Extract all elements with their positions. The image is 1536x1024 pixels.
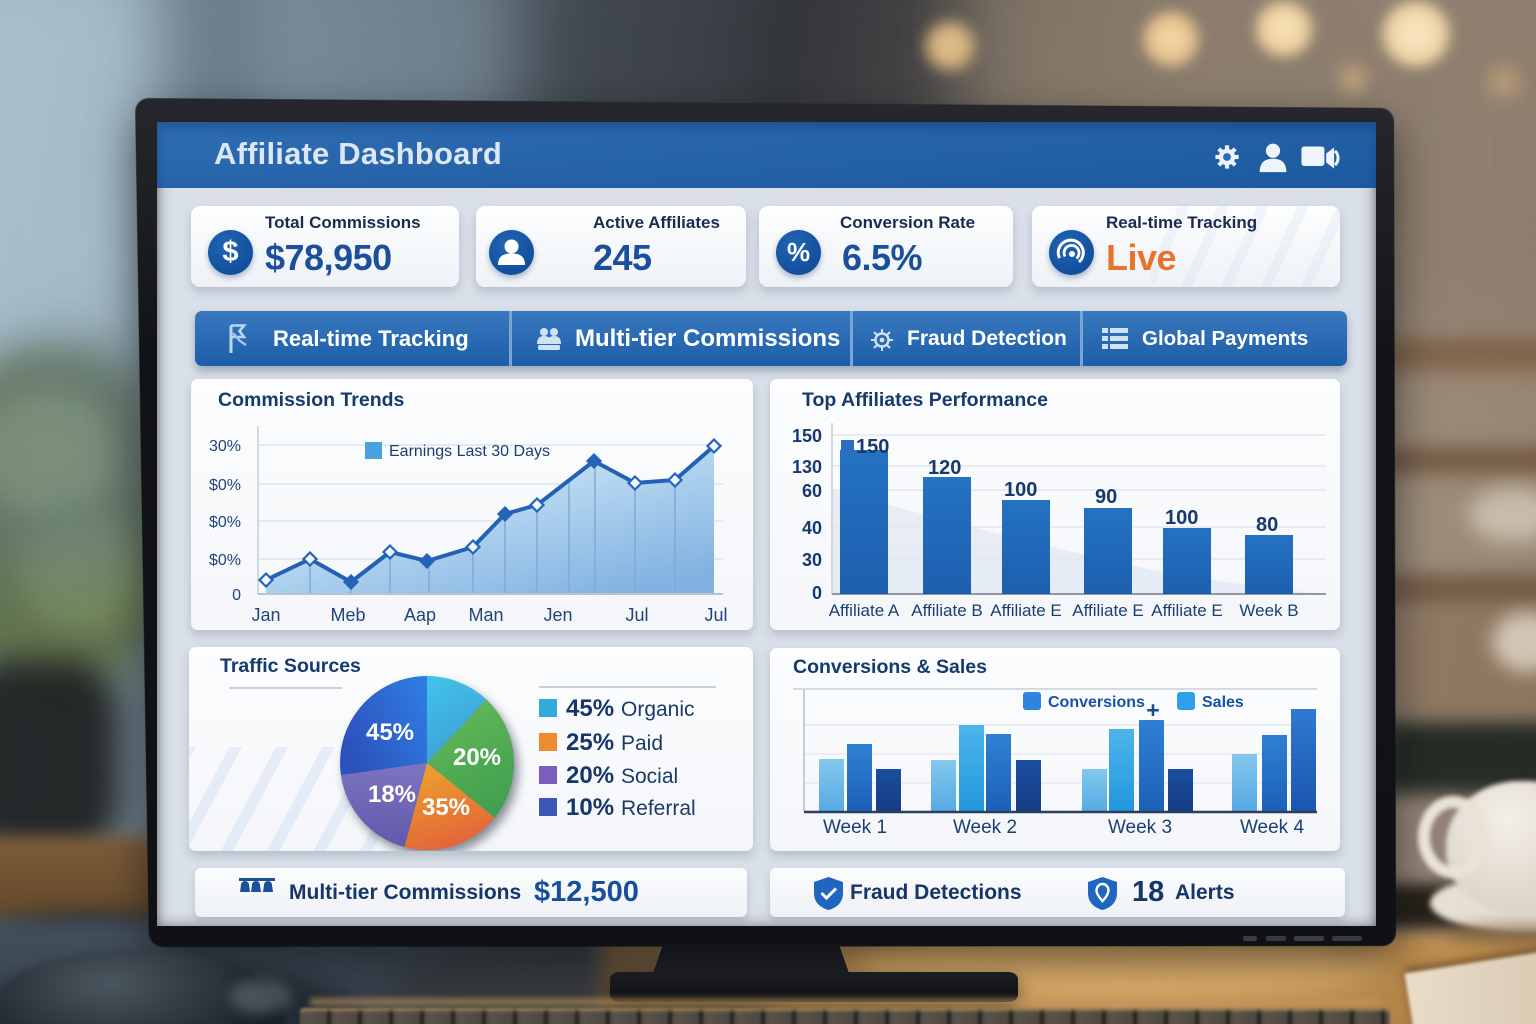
- svg-text:35%: 35%: [422, 794, 470, 821]
- svg-text:Jul: Jul: [625, 605, 648, 625]
- svg-text:Week B: Week B: [1239, 601, 1298, 620]
- svg-text:0: 0: [812, 583, 822, 603]
- svg-text:$0%: $0%: [209, 477, 241, 494]
- svg-text:$0%: $0%: [209, 514, 241, 531]
- svg-text:Affiliate E: Affiliate E: [990, 601, 1062, 620]
- svg-text:Jen: Jen: [543, 605, 572, 625]
- svg-text:Conversions: Conversions: [1048, 694, 1145, 711]
- svg-text:Man: Man: [468, 605, 503, 625]
- svg-text:45%: 45%: [366, 719, 414, 746]
- svg-text:Week 2: Week 2: [953, 817, 1017, 838]
- svg-text:18%: 18%: [368, 781, 416, 808]
- svg-text:Week 4: Week 4: [1240, 817, 1305, 838]
- svg-text:Affiliate B: Affiliate B: [911, 601, 983, 620]
- svg-text:40: 40: [802, 518, 822, 538]
- svg-text:Affiliate E: Affiliate E: [1151, 601, 1223, 620]
- svg-text:Earnings Last 30 Days: Earnings Last 30 Days: [389, 443, 550, 460]
- svg-text:Week 3: Week 3: [1108, 817, 1172, 838]
- svg-text:$0%: $0%: [209, 552, 241, 569]
- svg-text:90: 90: [1095, 486, 1117, 508]
- svg-text:Jul: Jul: [704, 605, 727, 625]
- svg-text:130: 130: [792, 457, 822, 477]
- svg-text:Meb: Meb: [330, 605, 365, 625]
- svg-text:Sales: Sales: [1202, 694, 1244, 711]
- svg-text:0: 0: [232, 587, 241, 604]
- svg-text:150: 150: [792, 426, 822, 446]
- svg-text:Affiliate A: Affiliate A: [829, 601, 900, 620]
- svg-text:Jan: Jan: [251, 605, 280, 625]
- svg-text:150: 150: [856, 436, 889, 458]
- svg-text:20%: 20%: [453, 744, 501, 771]
- svg-text:30%: 30%: [209, 438, 241, 455]
- svg-text:80: 80: [1256, 514, 1278, 536]
- svg-text:100: 100: [1165, 507, 1198, 529]
- svg-text:60: 60: [802, 481, 822, 501]
- svg-text:+: +: [1146, 697, 1159, 723]
- svg-text:Week 1: Week 1: [823, 817, 887, 838]
- svg-text:Aap: Aap: [404, 605, 436, 625]
- svg-text:30: 30: [802, 550, 822, 570]
- svg-text:120: 120: [928, 457, 961, 479]
- svg-text:Affiliate E: Affiliate E: [1072, 601, 1144, 620]
- svg-text:100: 100: [1004, 479, 1037, 501]
